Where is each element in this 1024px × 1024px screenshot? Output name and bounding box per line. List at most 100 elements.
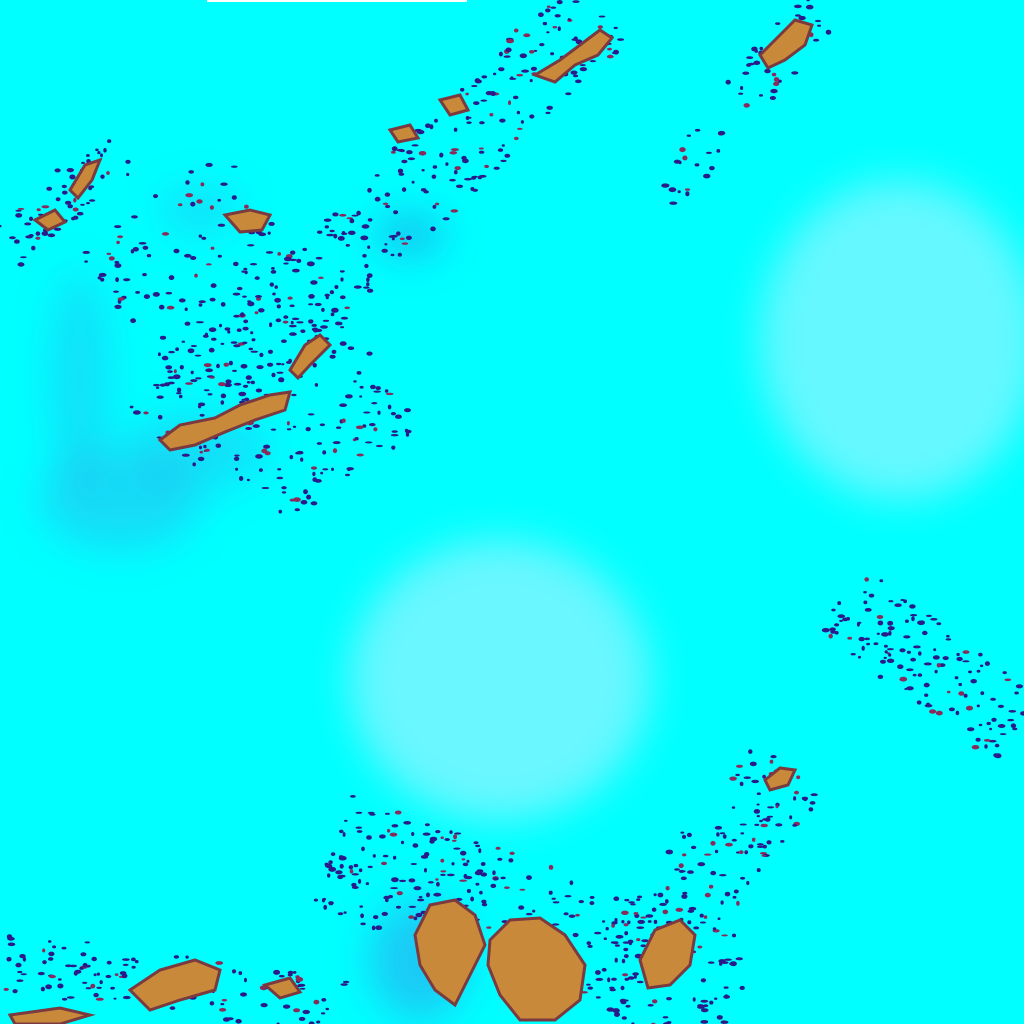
islet	[390, 412, 396, 416]
islet	[674, 868, 680, 871]
islet	[355, 425, 364, 430]
islet	[760, 852, 767, 855]
islet	[473, 101, 480, 105]
islet	[384, 243, 388, 246]
islet	[572, 932, 579, 938]
islet	[579, 64, 586, 67]
islet	[564, 895, 572, 898]
islet	[731, 806, 736, 809]
islet	[333, 233, 338, 239]
islet	[887, 626, 895, 631]
islet	[367, 811, 375, 815]
islet	[423, 190, 429, 194]
islet	[736, 900, 740, 906]
islet	[976, 704, 980, 708]
islet	[178, 298, 186, 303]
islet	[66, 168, 75, 173]
islet	[100, 153, 103, 158]
islet	[288, 358, 292, 364]
islet	[209, 297, 216, 302]
islet	[391, 877, 399, 883]
islet	[924, 682, 929, 687]
islet	[105, 974, 112, 979]
islet	[324, 225, 329, 229]
islet	[95, 148, 99, 152]
islet	[339, 863, 344, 869]
islet	[275, 318, 282, 323]
islet	[708, 884, 714, 889]
islet	[335, 870, 343, 875]
islet	[607, 47, 612, 51]
islet	[132, 247, 139, 252]
islet	[245, 427, 253, 430]
islet	[868, 593, 875, 598]
islet	[328, 866, 337, 872]
islet	[551, 897, 556, 900]
islet	[573, 74, 579, 78]
islet	[338, 855, 344, 859]
islet	[623, 954, 629, 959]
islet	[73, 197, 77, 203]
islet	[625, 1004, 631, 1008]
islet	[351, 214, 359, 217]
islet	[302, 1009, 311, 1015]
islet	[497, 148, 504, 152]
islet	[255, 388, 263, 393]
islet	[390, 434, 399, 437]
islet	[292, 971, 297, 974]
islet	[401, 159, 408, 164]
islet	[293, 497, 301, 502]
islet	[883, 644, 888, 648]
islet	[480, 99, 488, 102]
islet	[41, 205, 50, 209]
islet	[243, 319, 249, 324]
islet	[366, 282, 370, 287]
islet	[411, 180, 415, 184]
islet	[22, 956, 27, 962]
islet	[545, 111, 551, 115]
islet	[17, 262, 25, 267]
islet	[233, 382, 242, 386]
islet	[45, 984, 52, 990]
islet	[758, 94, 764, 97]
islet	[185, 382, 193, 385]
islet	[211, 337, 217, 341]
islet	[367, 218, 373, 222]
islet	[232, 369, 237, 372]
islet	[513, 136, 519, 141]
islet	[610, 941, 617, 944]
islet	[131, 215, 138, 219]
islet	[666, 997, 672, 1001]
islet	[328, 903, 333, 906]
islet	[550, 52, 555, 56]
islet	[322, 468, 329, 471]
islet	[244, 397, 250, 402]
islet	[331, 307, 339, 313]
islet	[924, 704, 933, 708]
islet	[42, 960, 47, 965]
islet	[529, 79, 533, 83]
islet	[633, 975, 637, 979]
islet	[142, 273, 147, 277]
islet	[114, 260, 120, 264]
islet	[190, 256, 197, 260]
islet	[12, 989, 18, 994]
islet	[181, 340, 186, 343]
islet	[53, 227, 62, 231]
islet	[114, 225, 122, 229]
islet	[480, 862, 486, 866]
islet	[767, 806, 775, 809]
islet	[246, 381, 251, 384]
islet	[363, 286, 370, 289]
islet	[278, 377, 285, 383]
islet	[173, 369, 177, 374]
islet	[611, 923, 615, 928]
islet	[623, 923, 629, 927]
islet	[863, 591, 867, 594]
islet	[747, 62, 755, 66]
islet	[242, 295, 247, 298]
islet	[460, 87, 465, 92]
islet	[850, 653, 856, 656]
islet	[612, 1008, 620, 1014]
islet	[476, 869, 484, 873]
